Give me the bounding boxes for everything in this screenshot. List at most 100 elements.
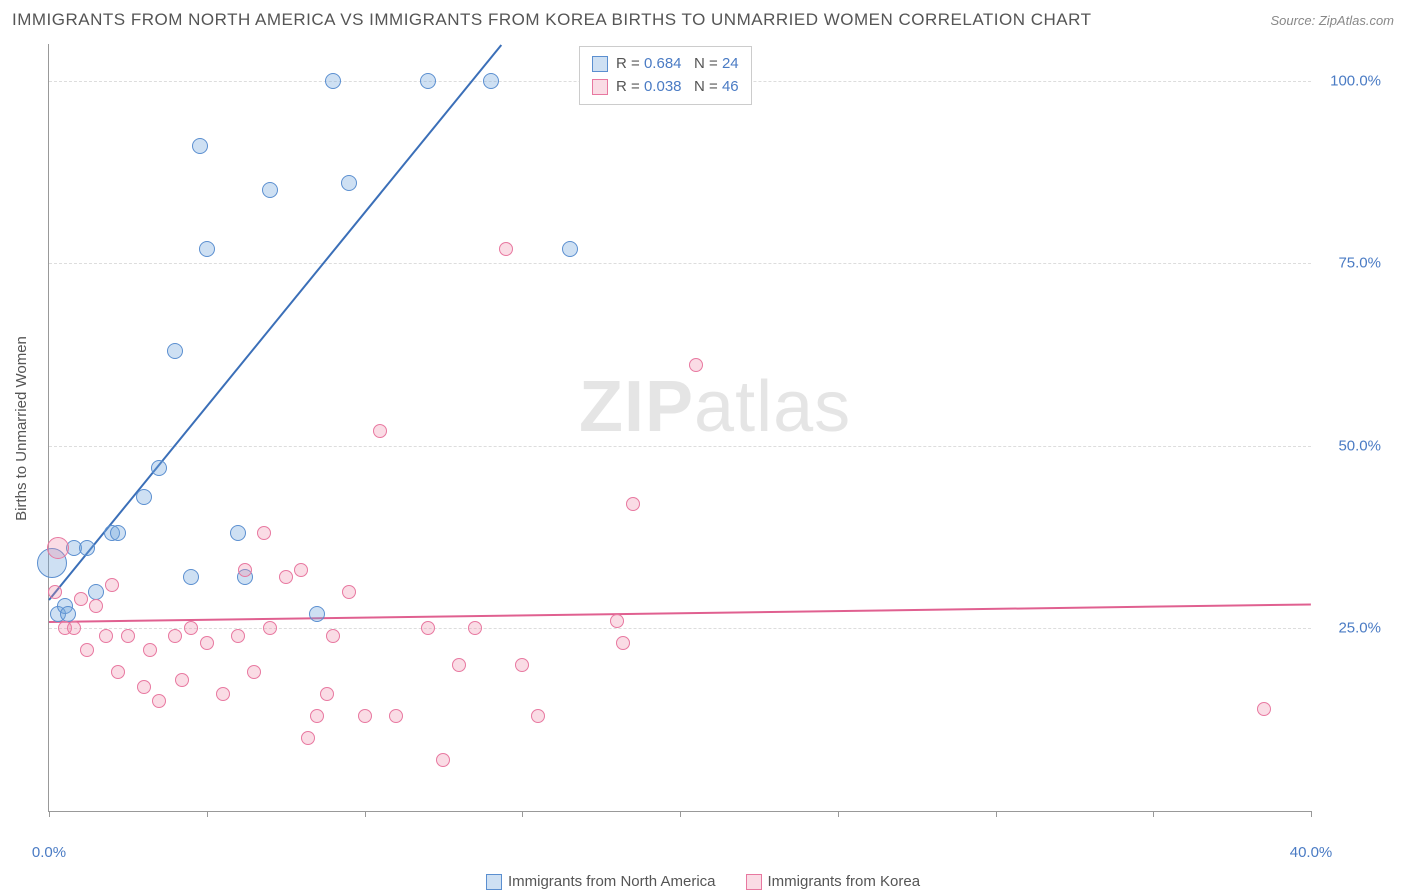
watermark-bold: ZIP: [579, 367, 694, 447]
scatter-point: [105, 578, 119, 592]
x-tick: [996, 811, 997, 817]
watermark: ZIPatlas: [579, 366, 851, 448]
scatter-point: [689, 358, 703, 372]
scatter-point: [192, 138, 208, 154]
scatter-point: [262, 182, 278, 198]
scatter-point: [257, 526, 271, 540]
scatter-point: [67, 621, 81, 635]
x-tick: [1153, 811, 1154, 817]
scatter-point: [626, 497, 640, 511]
scatter-point: [137, 680, 151, 694]
x-tick-label: 0.0%: [32, 844, 66, 861]
scatter-point: [168, 629, 182, 643]
scatter-point: [110, 525, 126, 541]
trend-line: [48, 44, 502, 600]
scatter-point: [79, 540, 95, 556]
scatter-point: [326, 629, 340, 643]
scatter-plot: ZIPatlas 25.0%50.0%75.0%100.0%0.0%40.0%R…: [48, 44, 1311, 812]
scatter-point: [436, 753, 450, 767]
scatter-point: [143, 643, 157, 657]
stats-text: R = 0.684 N = 24: [616, 53, 739, 76]
x-tick: [680, 811, 681, 817]
scatter-point: [216, 687, 230, 701]
y-tick-label: 50.0%: [1321, 437, 1381, 454]
scatter-point: [421, 621, 435, 635]
x-tick: [49, 811, 50, 817]
bottom-legend-item: Immigrants from Korea: [746, 873, 921, 890]
x-tick: [838, 811, 839, 817]
legend-swatch: [486, 874, 502, 890]
y-tick-label: 25.0%: [1321, 620, 1381, 637]
watermark-rest: atlas: [694, 367, 851, 447]
scatter-point: [499, 242, 513, 256]
chart-header: IMMIGRANTS FROM NORTH AMERICA VS IMMIGRA…: [0, 0, 1406, 40]
scatter-point: [373, 424, 387, 438]
x-tick: [207, 811, 208, 817]
gridline-h: [49, 263, 1311, 264]
scatter-point: [230, 525, 246, 541]
scatter-point: [99, 629, 113, 643]
scatter-point: [279, 570, 293, 584]
source-attribution: Source: ZipAtlas.com: [1270, 13, 1394, 28]
y-tick-label: 100.0%: [1321, 72, 1381, 89]
x-tick: [1311, 811, 1312, 817]
scatter-point: [531, 709, 545, 723]
scatter-point: [231, 629, 245, 643]
scatter-point: [309, 606, 325, 622]
stats-legend-row: R = 0.684 N = 24: [592, 53, 739, 76]
scatter-point: [247, 665, 261, 679]
scatter-point: [325, 73, 341, 89]
scatter-point: [342, 585, 356, 599]
scatter-point: [121, 629, 135, 643]
y-tick-label: 75.0%: [1321, 255, 1381, 272]
scatter-point: [238, 563, 252, 577]
bottom-legend-label: Immigrants from North America: [508, 873, 716, 890]
bottom-legend-label: Immigrants from Korea: [768, 873, 921, 890]
scatter-point: [389, 709, 403, 723]
scatter-point: [320, 687, 334, 701]
scatter-point: [468, 621, 482, 635]
scatter-point: [610, 614, 624, 628]
trend-line: [49, 604, 1311, 624]
legend-swatch: [746, 874, 762, 890]
scatter-point: [420, 73, 436, 89]
y-axis-label-container: Births to Unmarried Women: [6, 44, 36, 812]
scatter-point: [294, 563, 308, 577]
x-tick: [522, 811, 523, 817]
scatter-point: [151, 460, 167, 476]
scatter-point: [111, 665, 125, 679]
y-axis-label: Births to Unmarried Women: [13, 336, 30, 521]
scatter-point: [200, 636, 214, 650]
scatter-point: [89, 599, 103, 613]
scatter-point: [48, 585, 62, 599]
bottom-legend: Immigrants from North America Immigrants …: [0, 873, 1406, 890]
stats-legend: R = 0.684 N = 24R = 0.038 N = 46: [579, 46, 752, 105]
scatter-point: [167, 343, 183, 359]
scatter-point: [136, 489, 152, 505]
x-tick: [365, 811, 366, 817]
scatter-point: [452, 658, 466, 672]
scatter-point: [80, 643, 94, 657]
chart-area: Births to Unmarried Women ZIPatlas 25.0%…: [48, 44, 1386, 842]
stats-legend-row: R = 0.038 N = 46: [592, 76, 739, 99]
scatter-point: [616, 636, 630, 650]
scatter-point: [88, 584, 104, 600]
scatter-point: [358, 709, 372, 723]
scatter-point: [47, 537, 69, 559]
gridline-h: [49, 446, 1311, 447]
scatter-point: [175, 673, 189, 687]
scatter-point: [515, 658, 529, 672]
scatter-point: [199, 241, 215, 257]
bottom-legend-item: Immigrants from North America: [486, 873, 716, 890]
stats-text: R = 0.038 N = 46: [616, 76, 739, 99]
scatter-point: [1257, 702, 1271, 716]
legend-swatch: [592, 56, 608, 72]
scatter-point: [483, 73, 499, 89]
scatter-point: [310, 709, 324, 723]
scatter-point: [301, 731, 315, 745]
scatter-point: [183, 569, 199, 585]
scatter-point: [263, 621, 277, 635]
scatter-point: [562, 241, 578, 257]
scatter-point: [152, 694, 166, 708]
scatter-point: [341, 175, 357, 191]
